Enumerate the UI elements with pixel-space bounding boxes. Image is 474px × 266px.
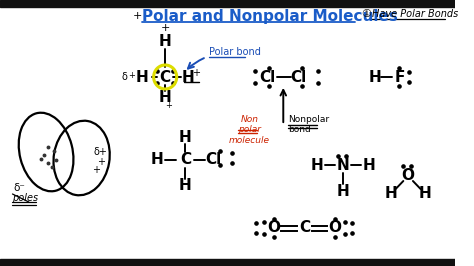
Text: +: + <box>128 70 135 80</box>
Text: Cl: Cl <box>259 69 275 85</box>
Text: ①: ① <box>361 9 371 19</box>
Text: H: H <box>182 69 195 85</box>
Text: H: H <box>159 35 172 49</box>
Text: H: H <box>179 177 191 193</box>
Text: +: + <box>192 68 200 78</box>
Text: H: H <box>384 185 397 201</box>
Text: C: C <box>160 69 171 85</box>
Text: Polar and Nonpolar Molecules: Polar and Nonpolar Molecules <box>142 9 398 23</box>
Text: H: H <box>310 157 323 172</box>
Text: Polar bond: Polar bond <box>210 47 261 57</box>
Text: N: N <box>337 157 349 172</box>
Text: C: C <box>299 221 310 235</box>
Text: H: H <box>337 185 349 200</box>
Text: H: H <box>179 130 191 144</box>
Text: Cl: Cl <box>291 69 307 85</box>
Text: H: H <box>150 152 163 168</box>
Bar <box>0 259 455 266</box>
Text: F: F <box>394 69 405 85</box>
Text: +: + <box>92 165 100 175</box>
Text: H: H <box>419 185 432 201</box>
Text: poles: poles <box>12 193 38 203</box>
Text: Non
polar
molecule: Non polar molecule <box>229 115 270 145</box>
Text: O: O <box>401 168 415 182</box>
Text: H: H <box>159 89 172 105</box>
Text: H: H <box>363 157 375 172</box>
Text: C: C <box>180 152 191 168</box>
Text: δ+: δ+ <box>94 147 108 157</box>
Text: H: H <box>368 69 381 85</box>
Text: δ⁻: δ⁻ <box>13 183 25 193</box>
Text: +: + <box>161 23 170 33</box>
Text: Cl: Cl <box>205 152 221 168</box>
Text: H: H <box>136 69 148 85</box>
Text: Have Polar Bonds: Have Polar Bonds <box>372 9 458 19</box>
Text: +: + <box>133 11 142 21</box>
Text: +: + <box>165 101 173 110</box>
Text: +: + <box>97 157 105 167</box>
Text: δ: δ <box>122 72 128 82</box>
Text: Nonpolar
bond: Nonpolar bond <box>288 115 329 134</box>
Bar <box>0 0 455 7</box>
Text: O: O <box>267 221 280 235</box>
Text: O: O <box>328 221 342 235</box>
